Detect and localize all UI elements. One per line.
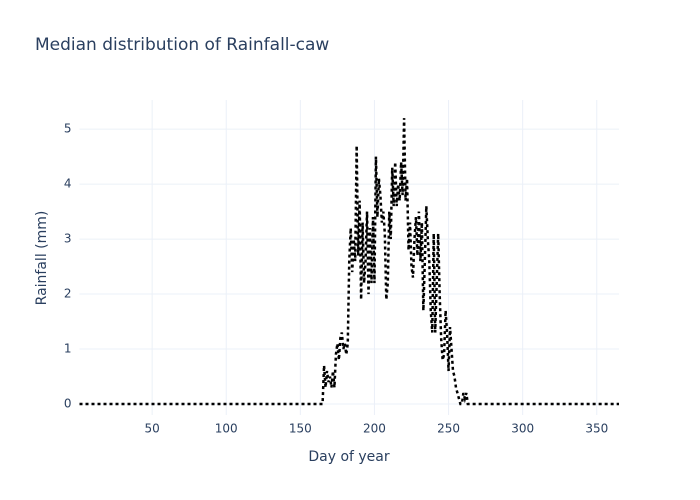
y-tick-label: 1 bbox=[64, 342, 72, 356]
chart-title: Median distribution of Rainfall-caw bbox=[35, 35, 329, 55]
y-axis-title: Rainfall (mm) bbox=[34, 211, 50, 306]
y-tick-label: 5 bbox=[64, 122, 72, 136]
x-tick-label: 350 bbox=[585, 422, 608, 436]
x-tick-label: 300 bbox=[511, 422, 534, 436]
x-tick-label: 100 bbox=[215, 422, 238, 436]
x-axis-title: Day of year bbox=[308, 449, 390, 465]
data-line bbox=[79, 118, 619, 406]
y-tick-label: 0 bbox=[64, 397, 72, 411]
y-tick-label: 4 bbox=[64, 177, 72, 191]
x-tick-label: 150 bbox=[289, 422, 312, 436]
y-tick-label: 2 bbox=[64, 287, 72, 301]
x-tick-label: 200 bbox=[363, 422, 386, 436]
y-tick-label: 3 bbox=[64, 232, 72, 246]
x-tick-label: 250 bbox=[437, 422, 460, 436]
x-tick-label: 50 bbox=[144, 422, 159, 436]
